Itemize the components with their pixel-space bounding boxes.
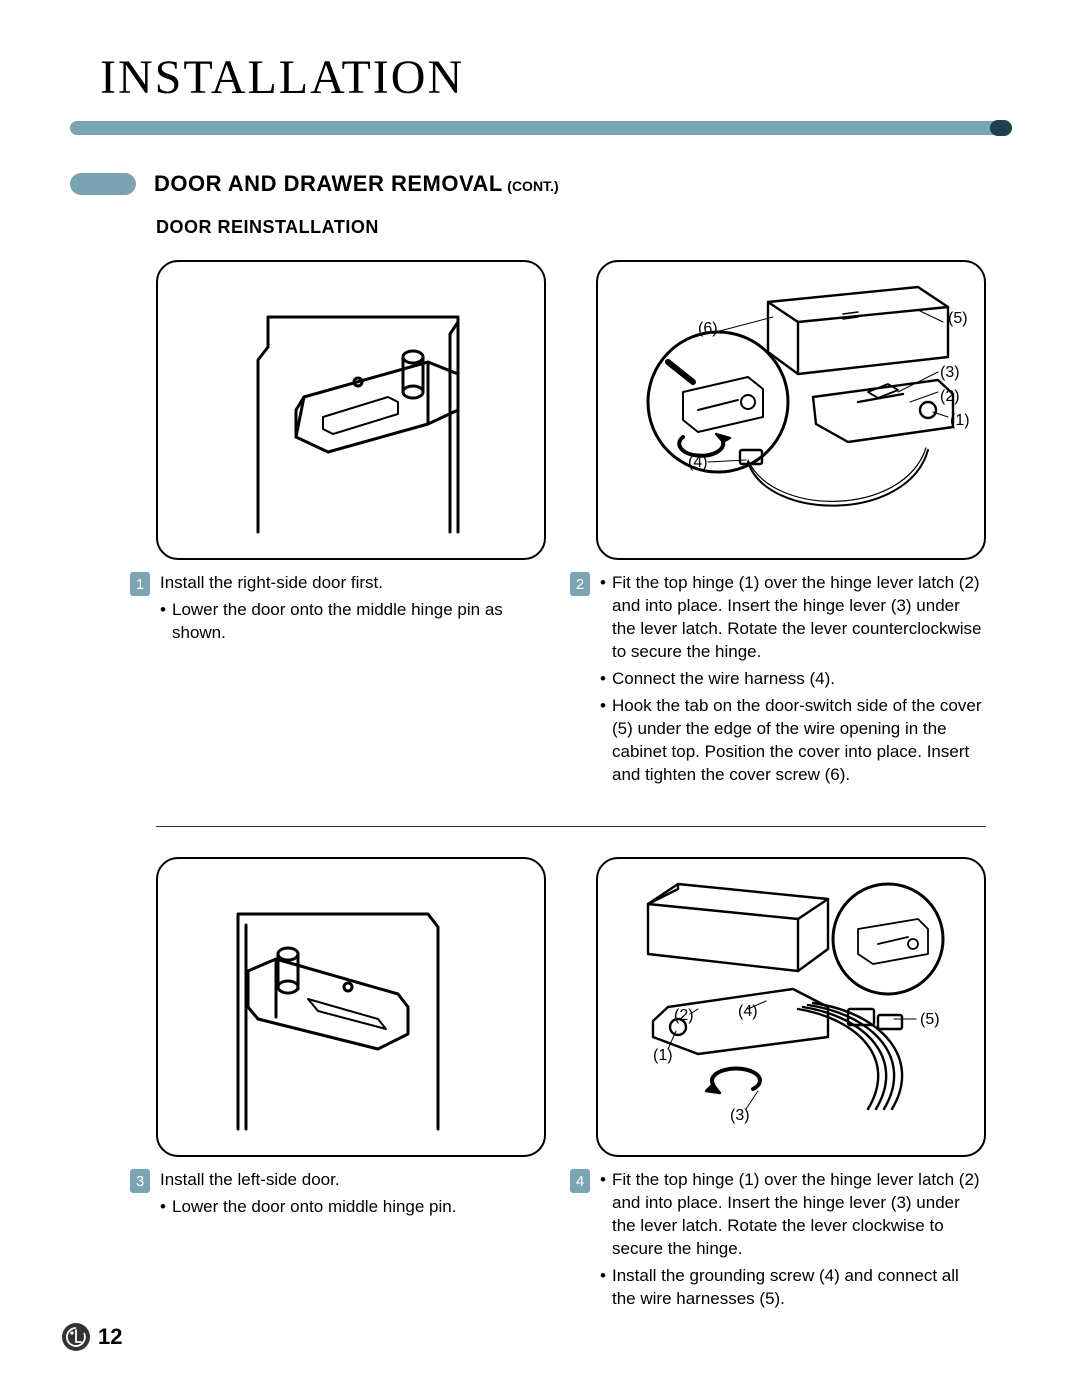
grid-cell: (1) (2) (4) (3) (5) 4 Fit the top hinge …	[596, 857, 986, 1315]
step-bullet: Fit the top hinge (1) over the hinge lev…	[600, 1169, 986, 1261]
callout-label: (5)	[920, 1011, 940, 1029]
page-footer: 12	[62, 1323, 122, 1351]
subsection-title: DOOR REINSTALLATION	[156, 217, 1010, 238]
step-body: Fit the top hinge (1) over the hinge lev…	[600, 572, 986, 790]
page-main-title: INSTALLATION	[100, 50, 1010, 105]
step-bullet: Lower the door onto middle hinge pin.	[160, 1196, 546, 1219]
step-lead-text: Install the left-side door.	[160, 1169, 546, 1192]
diagram-left-door-hinge	[158, 859, 546, 1157]
diagram-right-door-hinge	[158, 262, 546, 560]
step-row: 3 Install the left-side door. Lower the …	[156, 1169, 546, 1223]
callout-label: (2)	[674, 1007, 694, 1025]
figure-step-3	[156, 857, 546, 1157]
callout-label: (4)	[688, 454, 708, 472]
step-body: Fit the top hinge (1) over the hinge lev…	[600, 1169, 986, 1315]
lg-logo-icon	[62, 1323, 90, 1351]
step-number-badge: 1	[130, 572, 150, 596]
callout-label: (3)	[730, 1107, 750, 1125]
step-bullet: Connect the wire harness (4).	[600, 668, 986, 691]
step-number-badge: 2	[570, 572, 590, 596]
figure-step-2: (6) (5) (3) (2) (1) (4)	[596, 260, 986, 560]
section-divider	[156, 826, 986, 827]
step-bullet: Lower the door onto the middle hinge pin…	[160, 599, 546, 645]
step-body: Install the left-side door. Lower the do…	[160, 1169, 546, 1223]
figure-step-1	[156, 260, 546, 560]
step-number-badge: 4	[570, 1169, 590, 1193]
title-underline-bar	[70, 121, 1010, 135]
page: INSTALLATION DOOR AND DRAWER REMOVAL (CO…	[0, 0, 1080, 1399]
title-bar-cap	[990, 120, 1012, 136]
figure-step-4: (1) (2) (4) (3) (5)	[596, 857, 986, 1157]
callout-label: (1)	[950, 412, 970, 430]
callout-label: (2)	[940, 388, 960, 406]
callout-label: (3)	[940, 364, 960, 382]
grid-row: 3 Install the left-side door. Lower the …	[156, 857, 986, 1315]
step-bullet: Hook the tab on the door-switch side of …	[600, 695, 986, 787]
section-pill	[70, 173, 136, 195]
callout-label: (4)	[738, 1003, 758, 1021]
step-row: 2 Fit the top hinge (1) over the hinge l…	[596, 572, 986, 790]
diagram-top-hinge-wires	[598, 859, 986, 1157]
step-bullet: Install the grounding screw (4) and conn…	[600, 1265, 986, 1311]
callout-label: (6)	[698, 320, 718, 338]
section-header-text: DOOR AND DRAWER REMOVAL	[154, 171, 503, 196]
grid-cell: (6) (5) (3) (2) (1) (4) 2 Fit the top hi…	[596, 260, 986, 790]
step-row: 4 Fit the top hinge (1) over the hinge l…	[596, 1169, 986, 1315]
step-row: 1 Install the right-side door first. Low…	[156, 572, 546, 649]
step-number-badge: 3	[130, 1169, 150, 1193]
grid-cell: 3 Install the left-side door. Lower the …	[156, 857, 546, 1315]
section-header: DOOR AND DRAWER REMOVAL (CONT.)	[154, 171, 559, 197]
diagram-top-hinge-cover	[598, 262, 986, 560]
grid-cell: 1 Install the right-side door first. Low…	[156, 260, 546, 790]
step-body: Install the right-side door first. Lower…	[160, 572, 546, 649]
callout-label: (1)	[653, 1047, 673, 1065]
page-number: 12	[98, 1324, 122, 1350]
content-grid: 1 Install the right-side door first. Low…	[156, 260, 986, 1315]
step-lead-text: Install the right-side door first.	[160, 572, 546, 595]
title-bar-body	[70, 121, 1010, 135]
section-header-row: DOOR AND DRAWER REMOVAL (CONT.)	[70, 171, 1010, 197]
callout-label: (5)	[948, 310, 968, 328]
section-header-cont: (CONT.)	[507, 178, 558, 194]
step-bullet: Fit the top hinge (1) over the hinge lev…	[600, 572, 986, 664]
grid-row: 1 Install the right-side door first. Low…	[156, 260, 986, 790]
